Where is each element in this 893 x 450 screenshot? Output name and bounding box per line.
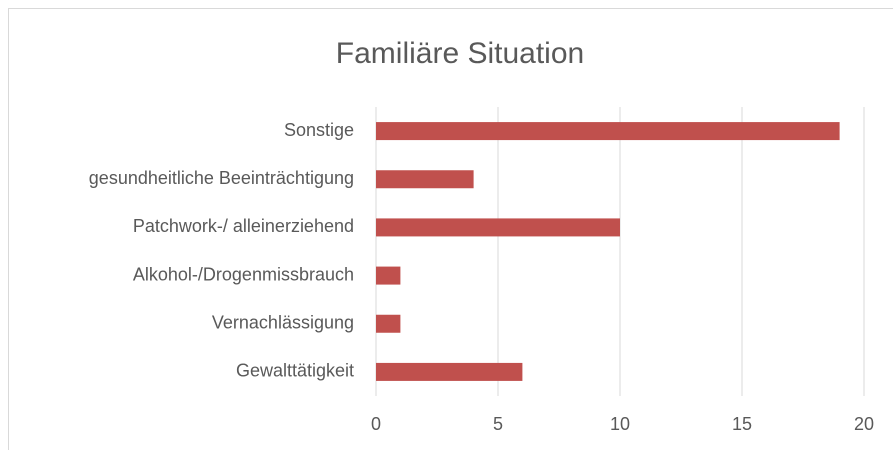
y-tick-label: gesundheitliche Beeinträchtigung <box>89 168 354 188</box>
y-tick-label: Patchwork-/ alleinerziehend <box>133 216 354 236</box>
bar <box>376 314 401 333</box>
bar <box>376 170 474 189</box>
y-tick-label: Vernachlässigung <box>212 313 354 333</box>
x-tick-label: 20 <box>854 414 874 434</box>
bar <box>376 218 620 237</box>
bar <box>376 266 401 285</box>
y-tick-label: Sonstige <box>284 120 354 140</box>
x-tick-label: 0 <box>371 414 381 434</box>
chart-title: Familiäre Situation <box>336 37 584 70</box>
x-tick-label: 15 <box>732 414 752 434</box>
bar <box>376 122 840 141</box>
x-tick-label: 10 <box>610 414 630 434</box>
y-tick-label: Alkohol-/Drogenmissbrauch <box>133 264 354 284</box>
x-tick-label: 5 <box>493 414 503 434</box>
bar <box>376 362 523 381</box>
y-tick-label: Gewalttätigkeit <box>236 361 354 381</box>
